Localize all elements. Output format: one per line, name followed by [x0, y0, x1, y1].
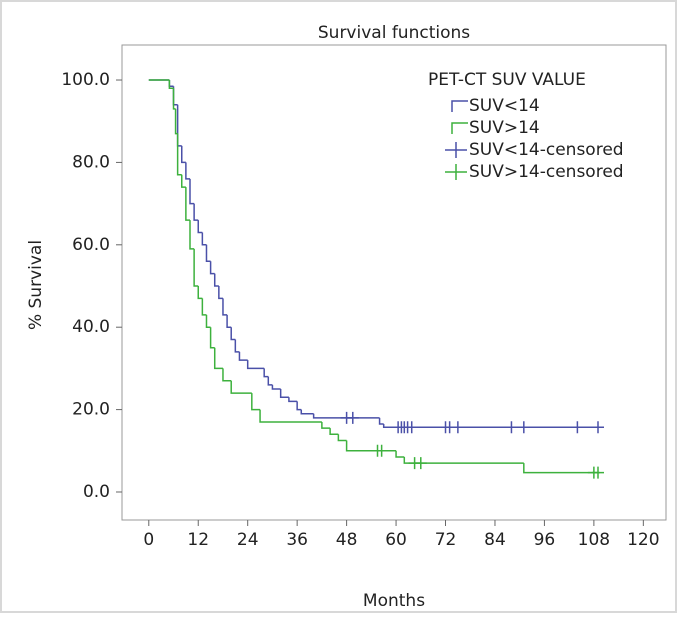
step-segment	[230, 327, 236, 341]
step-segment	[181, 174, 186, 188]
step-segment	[321, 421, 331, 429]
step-segment	[209, 327, 215, 349]
step-segment	[296, 401, 302, 411]
legend-icon	[451, 100, 468, 112]
step-segment	[523, 463, 598, 474]
x-tick-label: 96	[534, 530, 556, 550]
x-tick-label: 84	[484, 530, 506, 550]
step-segment	[251, 393, 261, 411]
step-segment	[259, 409, 322, 423]
x-tick-label: 36	[286, 530, 308, 550]
step-segment	[378, 417, 384, 425]
x-tick-label: 60	[385, 530, 407, 550]
step-segment	[213, 347, 223, 370]
censor-mark	[346, 411, 359, 424]
step-segment	[181, 145, 186, 164]
step-segment	[226, 314, 232, 328]
x-tick-label: 120	[627, 530, 659, 550]
step-segment	[205, 244, 211, 263]
censor-mark	[405, 421, 418, 434]
step-segment	[263, 368, 269, 378]
step-segment	[176, 133, 182, 176]
step-segment	[279, 388, 289, 398]
step-segment	[193, 248, 199, 287]
x-tick-label: 24	[237, 530, 259, 550]
step-segment	[230, 380, 252, 394]
step-segment	[222, 368, 232, 382]
step-segment	[395, 450, 405, 458]
y-axis-title: % Survival	[26, 240, 46, 330]
step-segment	[174, 108, 178, 135]
legend-label: SUV>14	[469, 118, 540, 138]
y-tick-label: 0.0	[83, 482, 110, 502]
step-segment	[197, 220, 203, 234]
step-segment	[205, 314, 211, 328]
step-segment	[246, 360, 265, 370]
legend-label: SUV>14-censored	[469, 162, 624, 182]
censor-mark	[451, 421, 464, 434]
x-tick-label: 48	[336, 530, 358, 550]
legend-icon	[445, 142, 467, 158]
step-segment	[193, 203, 199, 221]
censor-mark	[505, 421, 518, 434]
step-segment	[189, 220, 195, 250]
plot-area	[121, 44, 667, 521]
step-segment	[329, 428, 339, 436]
step-segment	[201, 232, 207, 246]
y-tick-label: 20.0	[72, 400, 110, 420]
censor-mark	[414, 457, 427, 470]
x-tick-label: 0	[143, 530, 154, 550]
y-tick-label: 100.0	[61, 70, 110, 90]
legend-icon	[451, 122, 468, 134]
x-axis-title: Months	[363, 591, 425, 611]
step-segment	[201, 298, 207, 316]
y-tick-label: 60.0	[72, 235, 110, 255]
x-tick-label: 12	[187, 530, 209, 550]
x-tick-label: 72	[435, 530, 457, 550]
y-tick-label: 40.0	[72, 317, 110, 337]
censor-mark	[571, 421, 584, 434]
step-segment	[172, 88, 176, 110]
legend-label: SUV<14	[469, 96, 540, 116]
legend-title: PET-CT SUV VALUE	[428, 70, 586, 90]
step-segment	[300, 409, 314, 415]
step-segment	[209, 261, 215, 275]
step-segment	[189, 178, 195, 205]
censor-mark	[517, 421, 530, 434]
step-segment	[403, 456, 524, 464]
step-segment	[288, 397, 298, 403]
step-segment	[222, 298, 228, 316]
step-segment	[267, 376, 273, 386]
step-segment	[185, 187, 190, 221]
step-segment	[185, 162, 190, 180]
legend-label: SUV<14-censored	[469, 140, 624, 160]
censor-mark	[592, 466, 604, 479]
x-tick-label: 108	[578, 530, 610, 550]
censor-mark	[592, 421, 604, 434]
y-tick-label: 80.0	[72, 152, 110, 172]
step-segment	[168, 80, 174, 90]
step-segment	[234, 339, 240, 353]
legend-icon	[445, 164, 467, 180]
chart-title: Survival functions	[318, 23, 470, 43]
step-segment	[197, 286, 203, 300]
censor-mark	[375, 444, 388, 457]
step-segment	[337, 434, 347, 442]
step-segment	[238, 351, 248, 361]
step-segment	[271, 384, 281, 390]
step-segment	[213, 273, 219, 287]
step-segment	[218, 286, 223, 300]
